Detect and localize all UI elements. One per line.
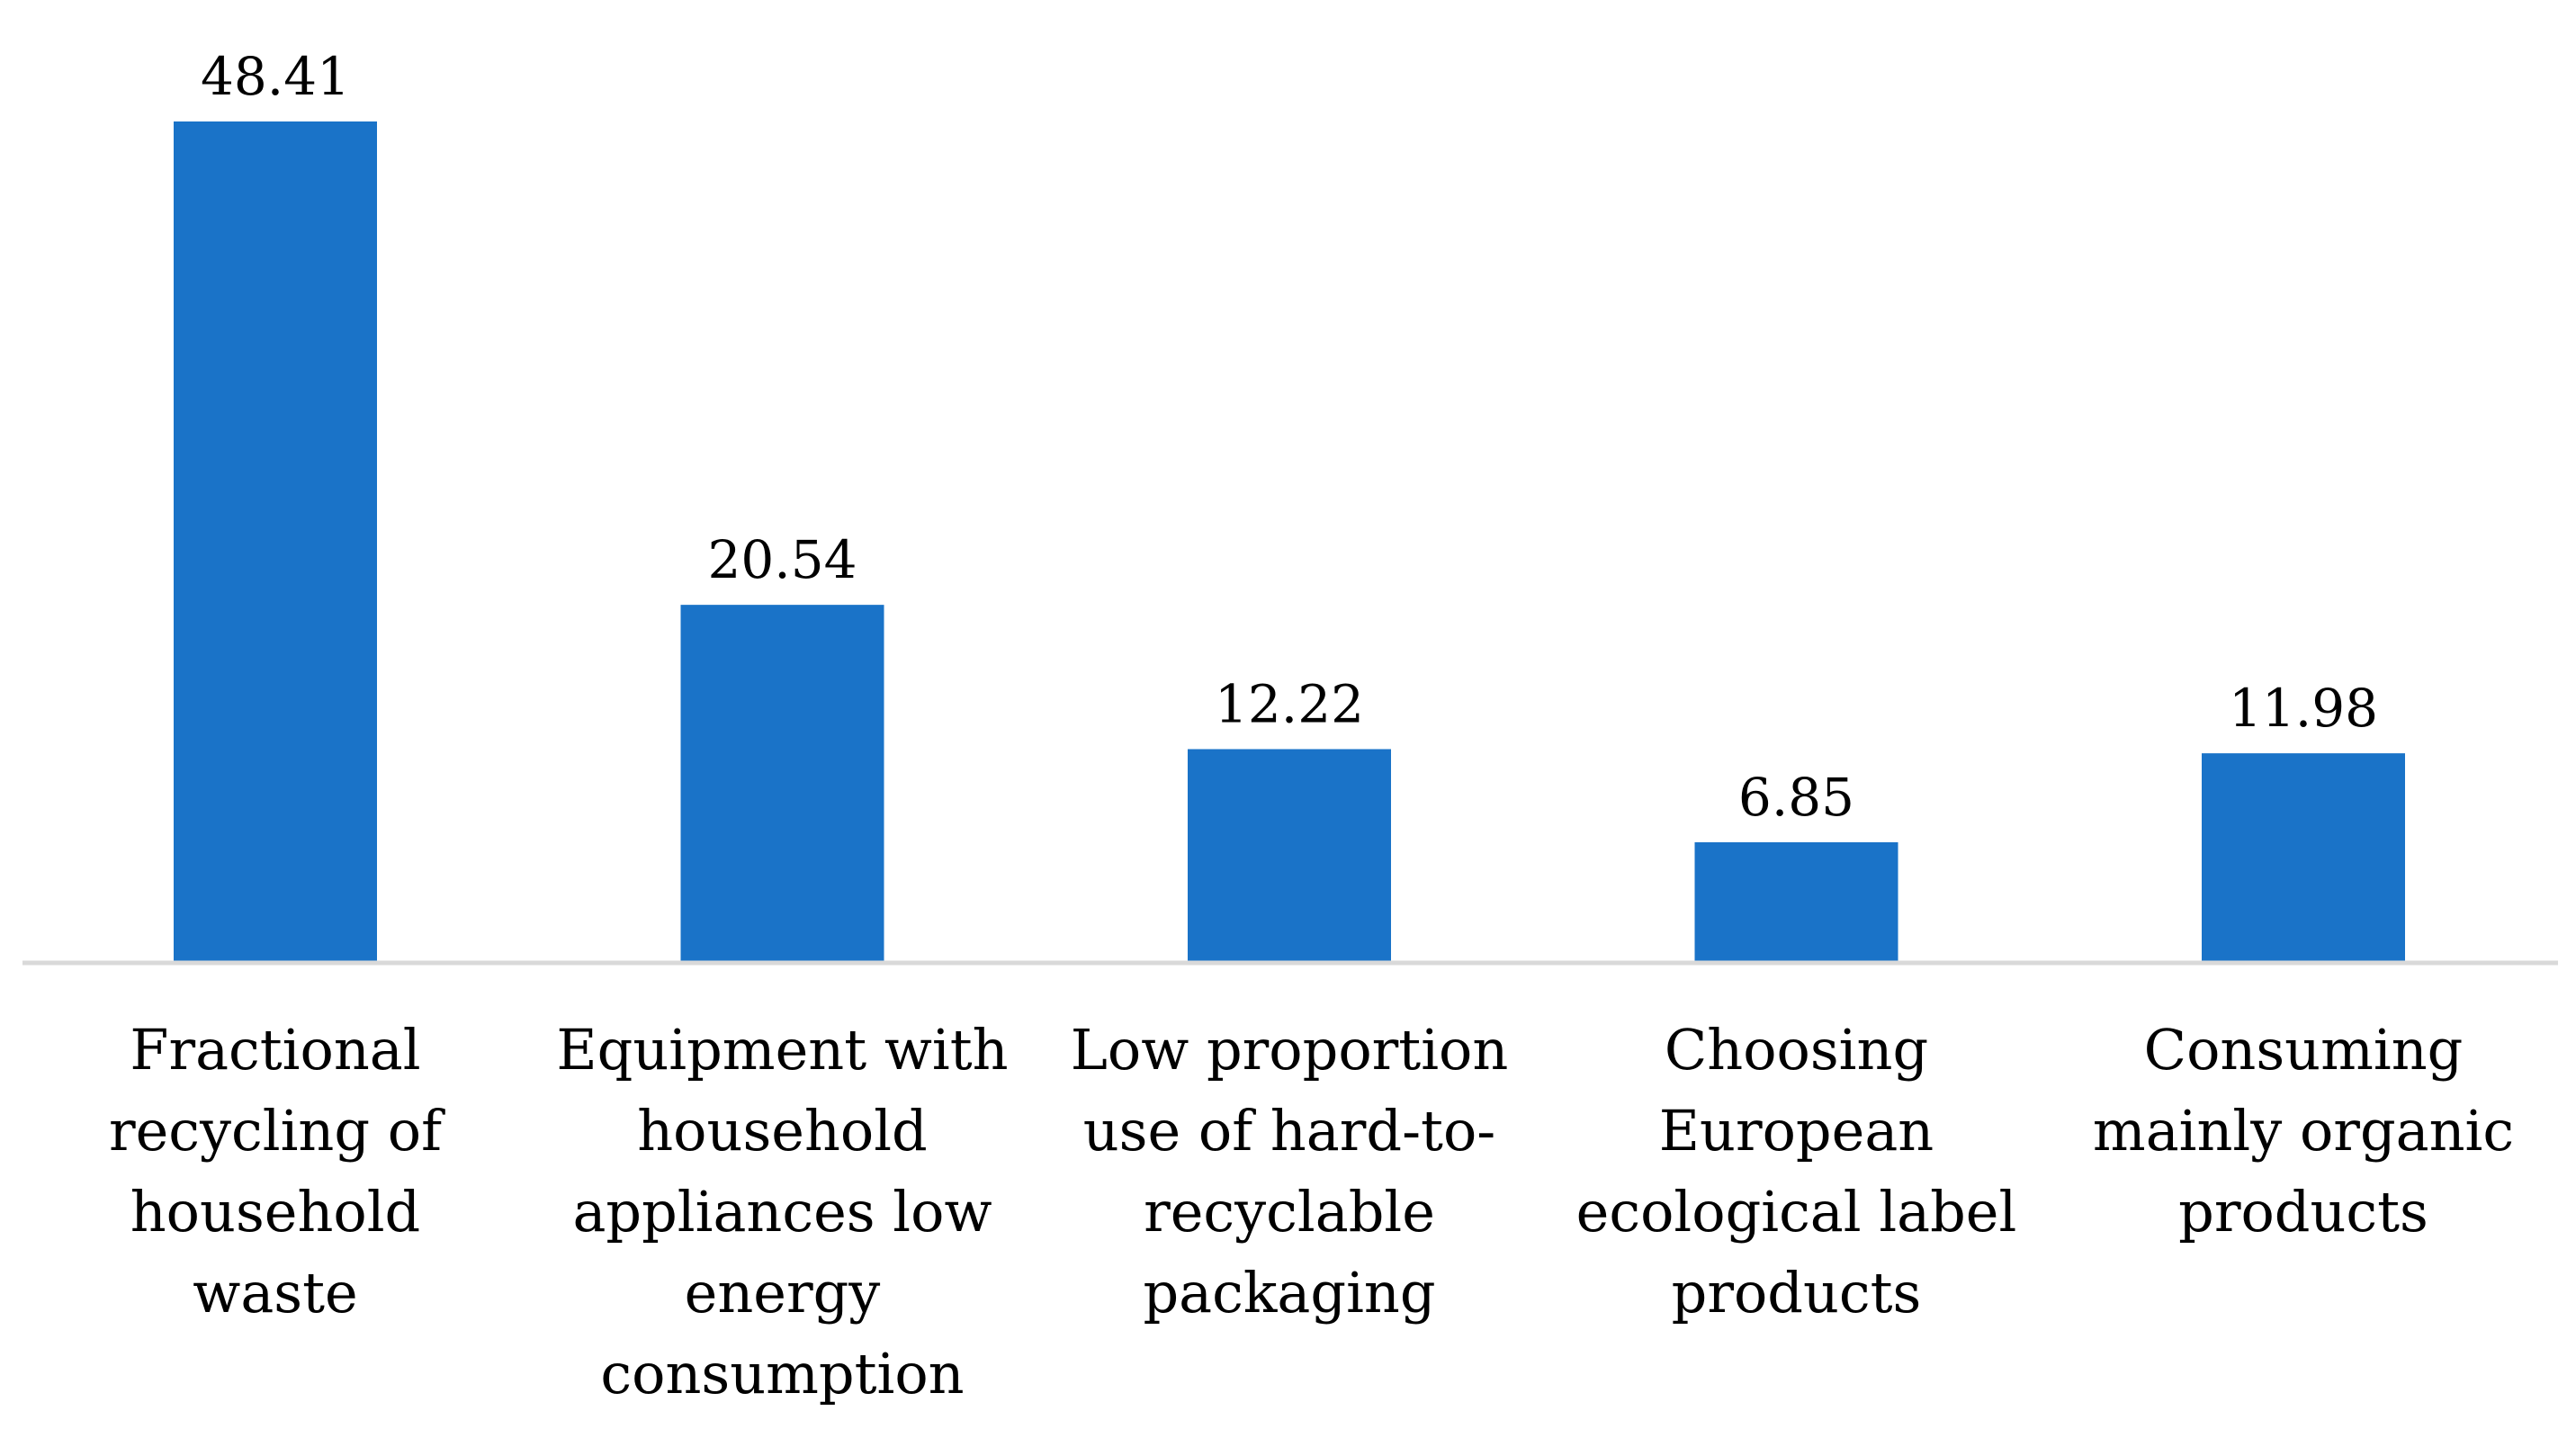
category-label-line: energy bbox=[684, 1260, 881, 1326]
category-label-line: European bbox=[1658, 1098, 1934, 1164]
category-label-line: ecological label bbox=[1575, 1179, 2017, 1245]
category-label-line: mainly organic bbox=[2092, 1098, 2515, 1164]
category-label-4: Choosing European ecological label products bbox=[1563, 1010, 2031, 1334]
category-label-line: household bbox=[637, 1098, 928, 1164]
category-label-line: recyclable bbox=[1144, 1179, 1435, 1245]
category-label-line: Equipment with bbox=[556, 1017, 1009, 1083]
category-label-line: recycling of bbox=[108, 1098, 443, 1164]
category-label-line: Fractional bbox=[130, 1017, 421, 1083]
category-label-5: Consuming mainly organic products bbox=[2069, 1010, 2537, 1253]
category-label-line: products bbox=[1671, 1260, 1922, 1326]
value-label-3: 12.22 bbox=[1215, 673, 1364, 734]
category-label-line: appliances low bbox=[572, 1179, 992, 1245]
value-label-1: 48.41 bbox=[201, 46, 350, 107]
category-label-line: household waste bbox=[130, 1179, 421, 1326]
category-label-line: Choosing bbox=[1664, 1017, 1929, 1083]
bar-5 bbox=[2202, 753, 2405, 961]
category-label-line: use of hard-to- bbox=[1082, 1098, 1496, 1164]
bar-4 bbox=[1694, 841, 1898, 961]
bars-group bbox=[174, 121, 2405, 961]
category-label-1: Fractional recycling of household waste bbox=[41, 1010, 509, 1334]
category-label-2: Equipment with household appliances low ene… bbox=[549, 1010, 1017, 1415]
category-label-3: Low proportion use of hard-to-recyclable p… bbox=[1055, 1010, 1523, 1334]
value-label-5: 11.98 bbox=[2229, 678, 2378, 739]
category-label-line: Low proportion bbox=[1070, 1017, 1509, 1083]
category-label-line: Consuming bbox=[2143, 1017, 2464, 1083]
bar-3 bbox=[1188, 749, 1391, 961]
value-label-4: 6.85 bbox=[1738, 767, 1854, 828]
bar-2 bbox=[680, 605, 884, 961]
bar-1 bbox=[174, 121, 377, 961]
value-label-2: 20.54 bbox=[707, 529, 857, 590]
category-label-line: consumption bbox=[600, 1341, 965, 1407]
category-label-line: products bbox=[2178, 1179, 2428, 1245]
value-labels-group: 48.41 20.54 12.22 6.85 11.98 bbox=[201, 46, 2378, 828]
category-label-line: packaging bbox=[1143, 1260, 1436, 1326]
